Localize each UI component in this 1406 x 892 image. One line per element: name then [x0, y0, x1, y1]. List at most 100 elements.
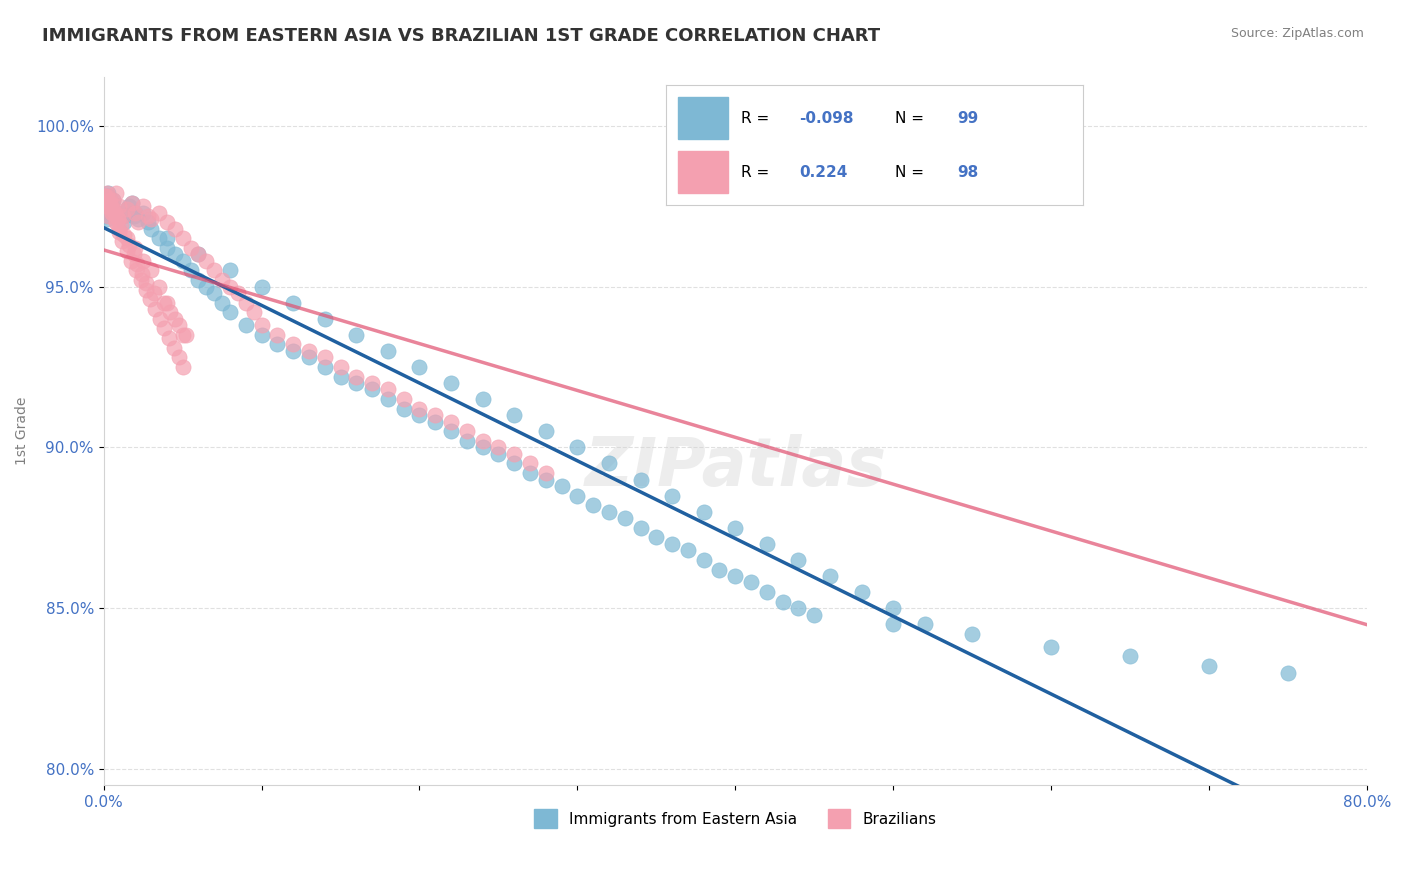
Text: IMMIGRANTS FROM EASTERN ASIA VS BRAZILIAN 1ST GRADE CORRELATION CHART: IMMIGRANTS FROM EASTERN ASIA VS BRAZILIA… — [42, 27, 880, 45]
Point — [226, 285, 249, 300]
Point — [105, 205, 128, 219]
Point — [219, 305, 242, 319]
Point — [377, 392, 399, 406]
Point — [135, 277, 157, 291]
Point — [172, 253, 194, 268]
Point — [1277, 665, 1299, 680]
Point — [344, 327, 367, 342]
Point — [100, 205, 122, 219]
Point — [519, 466, 541, 480]
Point — [148, 231, 170, 245]
Point — [250, 279, 273, 293]
Point — [96, 186, 118, 201]
Point — [127, 211, 149, 226]
Point — [361, 376, 384, 390]
Point — [630, 473, 652, 487]
Point — [377, 383, 399, 397]
Point — [534, 473, 557, 487]
Point — [117, 202, 139, 217]
Point — [408, 359, 430, 374]
Point — [582, 498, 605, 512]
Point — [486, 447, 509, 461]
Point — [134, 283, 156, 297]
Point — [195, 279, 218, 293]
Point — [187, 273, 209, 287]
Point — [136, 215, 159, 229]
Point — [392, 392, 415, 406]
Point — [755, 585, 778, 599]
Point — [101, 193, 124, 207]
Point — [740, 575, 762, 590]
Point — [125, 263, 148, 277]
Point — [139, 293, 162, 307]
Point — [456, 424, 478, 438]
Point — [519, 457, 541, 471]
Point — [159, 305, 181, 319]
Point — [645, 530, 668, 544]
Point — [121, 195, 143, 210]
Point — [167, 351, 190, 365]
Point — [630, 521, 652, 535]
Point — [266, 337, 288, 351]
Point — [298, 351, 321, 365]
Point — [108, 221, 131, 235]
Point — [118, 237, 141, 252]
Point — [377, 343, 399, 358]
Point — [98, 195, 121, 210]
Point — [187, 247, 209, 261]
Point — [139, 211, 162, 226]
Point — [97, 209, 120, 223]
Point — [117, 231, 139, 245]
Point — [152, 295, 174, 310]
Point — [172, 359, 194, 374]
Point — [676, 543, 699, 558]
Point — [724, 521, 747, 535]
Point — [314, 351, 336, 365]
Point — [124, 241, 146, 255]
Point — [148, 205, 170, 219]
Point — [195, 253, 218, 268]
Point — [101, 202, 124, 217]
Point — [250, 327, 273, 342]
Point — [107, 225, 129, 239]
Point — [471, 434, 494, 448]
Point — [169, 318, 191, 332]
Point — [120, 253, 142, 268]
Point — [112, 215, 135, 229]
Point — [567, 441, 589, 455]
Point — [131, 267, 153, 281]
Point — [408, 401, 430, 416]
Point — [121, 195, 143, 210]
Point — [1119, 649, 1142, 664]
Point — [124, 205, 146, 219]
Point — [153, 321, 176, 335]
Point — [425, 408, 447, 422]
Point — [172, 231, 194, 245]
Point — [235, 295, 257, 310]
Point — [139, 263, 162, 277]
Point — [661, 489, 683, 503]
Point — [111, 235, 134, 249]
Point — [124, 205, 146, 219]
Point — [179, 263, 201, 277]
Point — [803, 607, 825, 622]
Point — [132, 199, 155, 213]
Point — [344, 369, 367, 384]
Point — [408, 408, 430, 422]
Point — [111, 209, 134, 223]
Point — [534, 424, 557, 438]
Point — [97, 186, 120, 201]
Y-axis label: 1st Grade: 1st Grade — [15, 397, 30, 466]
Point — [440, 424, 463, 438]
Point — [163, 341, 186, 355]
Point — [94, 189, 117, 203]
Point — [329, 359, 352, 374]
Point — [156, 215, 179, 229]
Point — [1198, 659, 1220, 673]
Point — [163, 311, 186, 326]
Point — [787, 553, 810, 567]
Point — [143, 285, 166, 300]
Point — [440, 415, 463, 429]
Point — [156, 231, 179, 245]
Point — [179, 241, 201, 255]
